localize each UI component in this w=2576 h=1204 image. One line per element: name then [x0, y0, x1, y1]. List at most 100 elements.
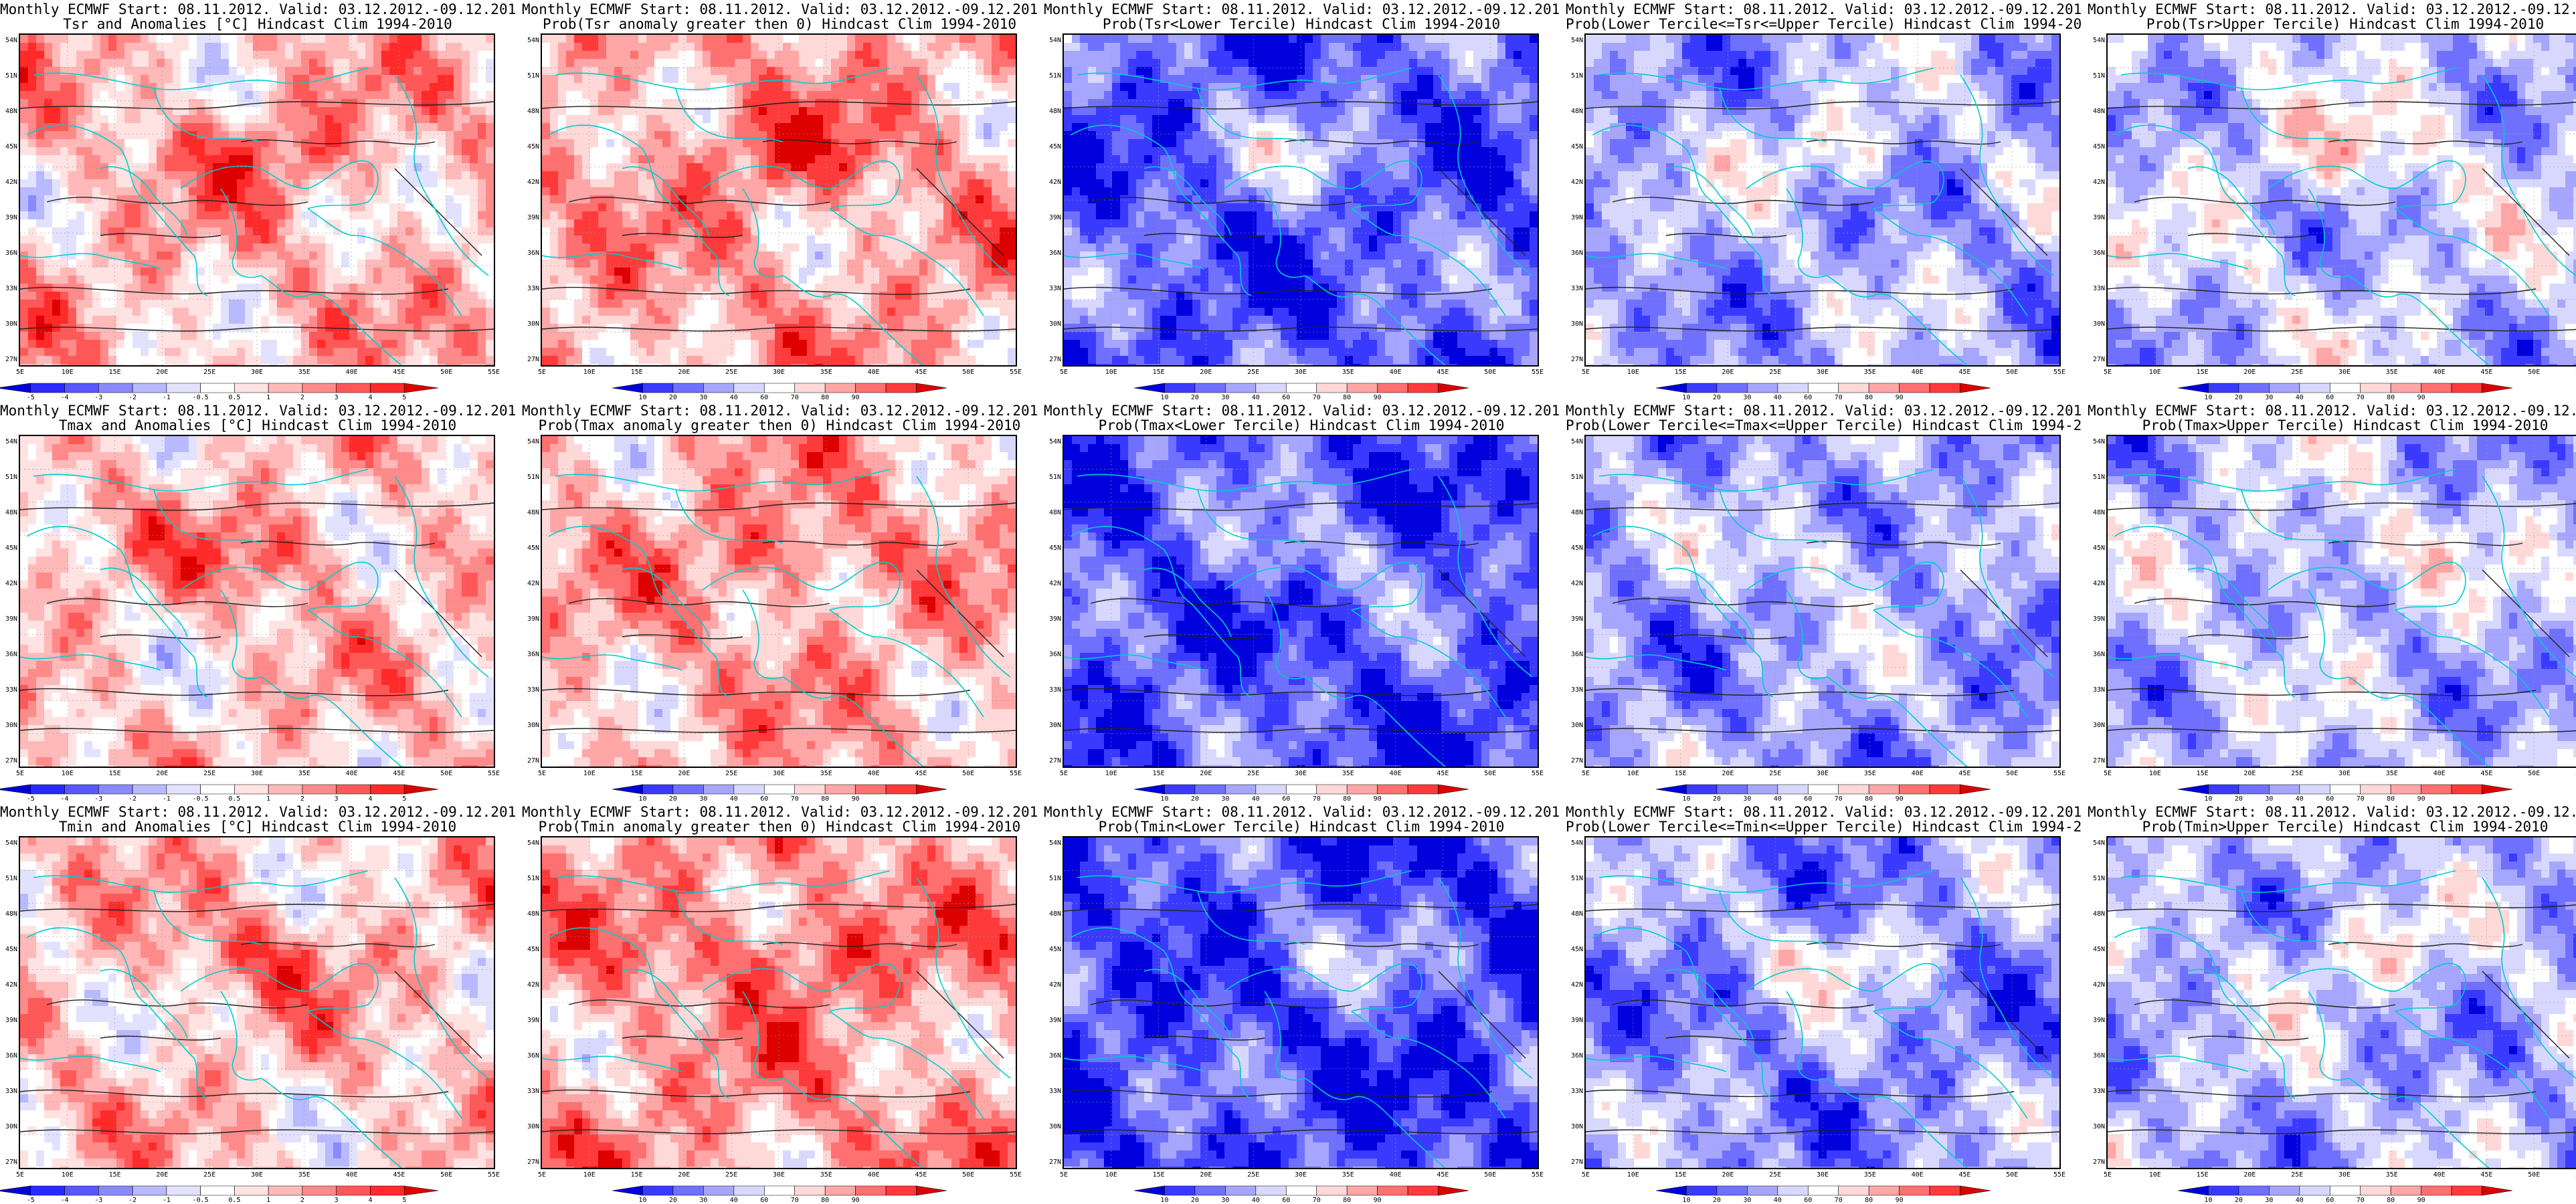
colorbar-tick-label: 60 [2326, 395, 2334, 401]
longitude-label: 55E [1010, 1172, 1022, 1179]
longitude-label: 30E [251, 771, 263, 777]
colorbar-tick-label: 30 [1221, 395, 1229, 401]
colorbar-tick-label: -4 [61, 395, 69, 401]
colorbar-swatch [2482, 1185, 2513, 1196]
longitude-label: 30E [251, 1172, 263, 1179]
longitude-label: 35E [1864, 1172, 1876, 1179]
colorbar-swatch [2451, 1185, 2482, 1196]
longitude-label: 20E [156, 1172, 168, 1179]
colorbar-swatch [1377, 1185, 1408, 1196]
coastline [702, 561, 901, 611]
latitude-label: 39N [1566, 215, 1583, 221]
longitude-label: 25E [1247, 771, 1259, 777]
coastline [1665, 969, 1754, 1039]
coastline [100, 567, 188, 637]
coastline [1064, 1056, 1205, 1072]
coastline [1304, 275, 1446, 365]
longitude-label: 25E [725, 1172, 737, 1179]
colorbar-swatch [370, 784, 405, 795]
latitude-label: 27N [1566, 758, 1583, 765]
longitude-label: 25E [203, 1172, 215, 1179]
coastline [180, 160, 379, 209]
coastline [2120, 469, 2456, 492]
longitude-label: 45E [1958, 369, 1970, 376]
latitude-label: 36N [1044, 250, 1061, 257]
colorbar-swatch [2329, 383, 2361, 393]
longitude-label: 55E [1010, 369, 1022, 376]
colorbar-swatch [1438, 1185, 1469, 1196]
panel-title-line1: Monthly ECMWF Start: 08.11.2012. Valid: … [2088, 403, 2576, 419]
longitude-label: 20E [1200, 369, 1212, 376]
coastline [1826, 275, 1968, 365]
colorbar-tick-label: 20 [669, 796, 677, 803]
longitude-label: 45E [2480, 771, 2492, 777]
latitude-label: 45N [1044, 144, 1061, 150]
longitude-label: 5E [1060, 1172, 1068, 1179]
longitude-label: 45E [2480, 369, 2492, 376]
longitude-label: 5E [16, 1172, 24, 1179]
longitude-label: 5E [1582, 369, 1590, 376]
coastline [1960, 476, 2055, 678]
longitude-label: 10E [1627, 771, 1639, 777]
colorbar-tick-label: 80 [821, 796, 829, 803]
latitude-label: 54N [1044, 439, 1061, 445]
colorbar-swatch [1747, 383, 1778, 393]
colorbar-swatch [1255, 1185, 1287, 1196]
colorbar-swatch [1899, 1185, 1930, 1196]
isotherm-contour [1090, 999, 1352, 1009]
longitude-label: 40E [2433, 1172, 2446, 1179]
coastline [100, 969, 188, 1039]
latitude-label: 33N [1044, 687, 1061, 694]
colorbar-tick-label: 40 [1252, 395, 1260, 401]
coastline [2308, 589, 2349, 680]
colorbar-swatch [1686, 383, 1718, 393]
isotherm-contour [1586, 1129, 2059, 1134]
latitude-label: 33N [0, 286, 17, 292]
colorbar-tick-label: 90 [1374, 796, 1382, 803]
coastline [307, 208, 462, 316]
longitude-label: 45E [1437, 1172, 1449, 1179]
colorbar-swatch [200, 1185, 235, 1196]
colorbar-tick-label: 60 [1282, 395, 1290, 401]
latitude-label: 48N [522, 108, 539, 115]
latitude-label: 30N [1566, 1124, 1583, 1130]
latitude-label: 42N [2088, 581, 2105, 587]
colorbar-tick-label: 3 [335, 796, 339, 803]
isotherm-contour [1143, 634, 1265, 639]
latitude-label: 51N [2088, 73, 2105, 80]
longitude-label: 25E [2291, 1172, 2303, 1179]
isotherm-contour [542, 1129, 1016, 1134]
colorbar-swatch [1747, 1185, 1778, 1196]
isotherm-contour [2134, 999, 2396, 1009]
colorbar-swatch [1716, 1185, 1748, 1196]
longitude-label: 20E [2243, 771, 2256, 777]
colorbar-tick-label: 30 [1221, 796, 1229, 803]
coastline [394, 476, 489, 678]
coastline [1077, 68, 1412, 90]
latitude-label: 45N [2088, 946, 2105, 953]
longitude-label: 15E [631, 369, 643, 376]
colorbar-swatch [132, 383, 167, 393]
latitude-label: 45N [522, 946, 539, 953]
latitude-label: 33N [1044, 286, 1061, 292]
coastline [2268, 963, 2466, 1012]
longitude-label: 25E [725, 369, 737, 376]
colorbar-swatch [824, 784, 856, 795]
colorbar-tick-label: 5 [402, 796, 406, 803]
colorbar-swatch [30, 1185, 65, 1196]
colorbar-swatch [703, 383, 735, 393]
latitude-label: 45N [522, 144, 539, 150]
longitude-label: 10E [2149, 369, 2161, 376]
colorbar-tick-label: 60 [1282, 796, 1290, 803]
latitude-label: 36N [1044, 651, 1061, 658]
map-frame [19, 33, 495, 367]
panel-title-line2: Prob(Tsr>Upper Tercile) Hindcast Clim 19… [2088, 16, 2576, 32]
colorbar [0, 1185, 439, 1196]
coastline [2187, 166, 2276, 236]
colorbar-swatch [824, 1185, 856, 1196]
longitude-label: 45E [915, 771, 927, 777]
colorbar [1133, 383, 1469, 393]
map-frame [2106, 435, 2576, 768]
forecast-panel: Monthly ECMWF Start: 08.11.2012. Valid: … [0, 803, 515, 1204]
colorbar-swatch [336, 383, 371, 393]
